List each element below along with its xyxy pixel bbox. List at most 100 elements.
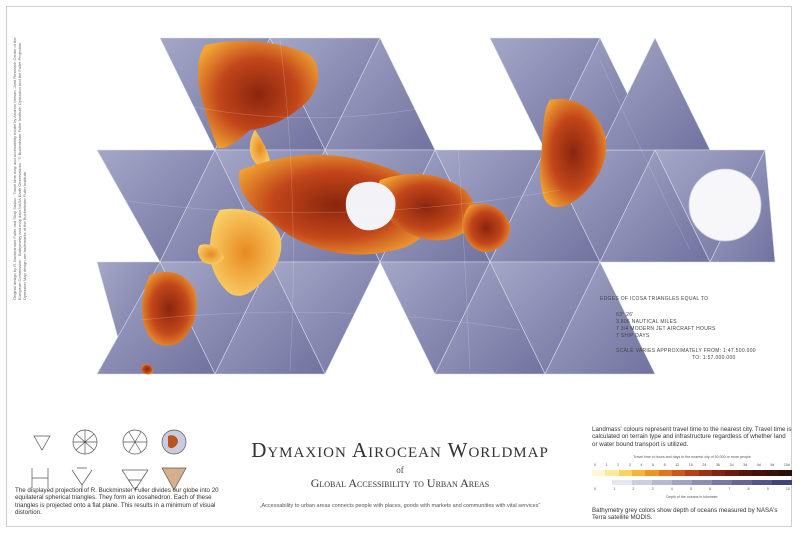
color-swatch (592, 470, 606, 477)
color-swatch (732, 480, 752, 486)
scale-tick: 5d (770, 463, 775, 468)
scale-tick: 0 (594, 487, 596, 492)
color-swatch (658, 470, 672, 477)
scale-tick: 7 (728, 487, 731, 492)
color-swatch (711, 470, 726, 477)
land-greenland (345, 181, 396, 231)
scale-tick: 3 (628, 463, 631, 468)
scale-from: Scale varies approximately from: 1:47.50… (616, 348, 756, 354)
scale-tick: 1 (613, 487, 616, 492)
color-swatch (618, 470, 632, 477)
landmasses (141, 41, 607, 375)
color-swatch (685, 470, 699, 477)
title-block: Dymaxion Airocean Worldmap of Global Acc… (240, 438, 560, 509)
scale-tick: 8 (663, 463, 666, 468)
map-title: Dymaxion Airocean Worldmap (251, 438, 549, 462)
triangle-27 (434, 261, 546, 375)
landmass-legend-text: Landmass' colours represent travel time … (592, 426, 792, 448)
edges-line: 3.806 nautical miles (616, 319, 677, 325)
map-quote: „Accessability to urban areas connects p… (259, 503, 541, 509)
color-swatch (605, 470, 619, 477)
edges-line: 7 3/4 modern jet aircraft hours (616, 326, 716, 332)
land-australia (141, 271, 197, 346)
icosa-icons (31, 429, 187, 492)
triangle-28 (544, 261, 656, 375)
scale-tick: 0 (594, 463, 596, 468)
edges-heading: Edges of icosa triangles equal to (600, 296, 709, 302)
color-swatch (698, 470, 712, 477)
scale-tick: 9 (766, 487, 769, 492)
triangle-24 (214, 261, 326, 375)
icon-unfold-3 (121, 469, 149, 491)
color-swatch (765, 470, 779, 477)
depth-caption: Depth of the oceans in kilometer (666, 494, 718, 499)
legend: Landmass' colours represent travel time … (592, 426, 792, 522)
land-south-america-tip (462, 203, 511, 253)
travel-time-colorbar (592, 470, 792, 477)
scale-tick: 18 (688, 463, 693, 468)
scale-tick: 10d (783, 463, 790, 468)
scale-tick: 4 (640, 463, 643, 468)
color-swatch (712, 480, 732, 486)
land-nz (141, 363, 154, 375)
graticule (119, 39, 691, 371)
land-indonesia (197, 244, 224, 265)
scale-tick: 4 (670, 487, 673, 492)
projection-description: The displayed projection of R. Buckminst… (15, 487, 219, 516)
color-swatch (772, 480, 792, 486)
travel-time-caption: Travel time in hours and days to the nea… (633, 454, 751, 459)
color-swatch (752, 480, 772, 486)
icon-triangle-outline (33, 435, 51, 451)
land-central-america (249, 130, 270, 167)
color-swatch (645, 470, 659, 477)
color-swatch (751, 470, 766, 477)
icon-unfold-1 (31, 468, 49, 488)
edges-info: Edges of icosa triangles equal to 63° 26… (600, 296, 780, 362)
travel-time-ticks: 0 1 2 3 4 6 8 12 18 24 36 2d 3d 4d 5d 10d (592, 462, 792, 469)
scale-tick: 8 (747, 487, 750, 492)
color-swatch (692, 480, 712, 486)
color-swatch (632, 480, 652, 486)
scale-tick: 1 (605, 463, 608, 468)
scale-tick: 4d (756, 463, 761, 468)
color-swatch (778, 470, 792, 477)
map-subtitle: Global Accessibility to Urban Areas (310, 476, 490, 490)
scale-tick: 2 (632, 487, 635, 492)
color-swatch (672, 480, 692, 486)
scale-tick: 2 (617, 463, 620, 468)
scale-to: to: 1:57.000.000 (692, 355, 736, 361)
map-frame (6, 6, 792, 527)
scale-tick: 10 (785, 487, 790, 492)
color-swatch (738, 470, 752, 477)
scale-tick: 5 (689, 487, 692, 492)
scale-tick: 2d (729, 463, 734, 468)
edges-line: 7 ship days (616, 333, 650, 339)
scale-tick: 6 (651, 463, 654, 468)
land-north-america (197, 41, 319, 149)
land-south-america (540, 99, 607, 208)
land-africa (209, 208, 282, 296)
scale-tick: 3d (743, 463, 748, 468)
color-swatch (725, 470, 739, 477)
scale-tick: 3 (651, 487, 654, 492)
map-title-of: of (396, 465, 404, 475)
color-swatch (652, 480, 672, 486)
scale-tick: 6 (709, 487, 712, 492)
color-swatch (612, 480, 632, 486)
scale-tick: 36 (715, 463, 720, 468)
icon-unfold-2 (71, 467, 93, 492)
scale-tick: 12 (675, 463, 680, 468)
color-swatch (671, 470, 686, 477)
color-swatch (631, 470, 646, 477)
color-swatch (592, 480, 612, 486)
triangle-19 (599, 149, 711, 263)
icon-unfold-4 (161, 467, 187, 491)
depth-colorbar (592, 480, 792, 486)
travel-time-scale: Travel time in hours and days to the nea… (592, 454, 792, 501)
depth-ticks: 0 1 2 3 4 5 6 7 8 9 10 (592, 486, 792, 493)
edges-line: 63° 26' (616, 312, 634, 318)
credit-text: Original design by R. Buckminster Fuller… (12, 37, 27, 300)
scale-tick: 24 (702, 463, 707, 468)
land-siberia (377, 174, 476, 241)
